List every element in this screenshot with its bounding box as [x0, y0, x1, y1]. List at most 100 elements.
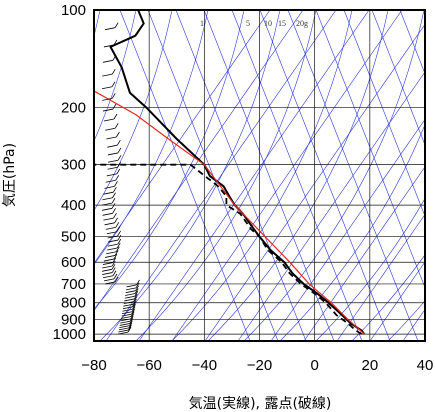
- wind-barb: [121, 313, 132, 317]
- isotherm-guide-line: [105, 10, 337, 341]
- mixing-ratio-guide-line: [203, 10, 335, 341]
- isotherm-guide-line: [369, 261, 425, 341]
- wind-barb: [117, 162, 121, 168]
- y-tick-label: 600: [61, 254, 86, 271]
- wind-barb: [123, 303, 134, 307]
- wind-barb: [122, 306, 134, 310]
- wind-barb: [123, 301, 134, 304]
- wind-barb: [102, 59, 113, 63]
- wind-barb: [107, 243, 118, 247]
- wind-barb: [128, 324, 132, 331]
- wind-barb: [111, 267, 116, 273]
- wind-barb: [115, 246, 120, 252]
- adiabat-guide-line: [94, 10, 173, 211]
- wind-barb: [133, 296, 138, 302]
- wind-barb: [107, 144, 118, 148]
- wind-barb: [120, 320, 131, 324]
- isotherm-guide-line: [204, 23, 425, 341]
- wind-barb: [111, 197, 116, 204]
- wind-barb: [115, 175, 120, 181]
- wind-barb: [112, 192, 116, 198]
- wind-barb: [114, 250, 119, 256]
- wind-barb: [116, 139, 121, 146]
- mixing-ratio-label: 20g: [296, 19, 308, 28]
- mixing-ratio-labels: 1 5 10 15 20g: [200, 19, 308, 28]
- wind-barb: [105, 226, 116, 230]
- wind-barb: [130, 311, 135, 317]
- y-tick-label: 1000: [53, 326, 86, 343]
- wind-barb: [112, 270, 117, 276]
- wind-barb: [107, 239, 119, 243]
- wind-barb: [107, 247, 118, 251]
- wind-barb: [102, 97, 113, 101]
- wind-barb: [119, 323, 130, 326]
- isotherm-guide-line: [94, 10, 304, 312]
- wind-barb: [114, 181, 118, 187]
- wind-barb: [116, 131, 120, 138]
- isotherm-guide-line: [270, 118, 425, 341]
- wind-barb: [122, 308, 133, 312]
- x-tick-label: −40: [192, 357, 217, 374]
- wind-barb: [125, 290, 136, 294]
- isotherm-guide-line: [138, 10, 370, 341]
- wind-barb: [128, 322, 133, 329]
- y-tick-label: 300: [61, 157, 86, 174]
- wind-barb: [126, 284, 137, 288]
- wind-barb: [112, 55, 117, 61]
- adiabat-guide-line: [94, 10, 137, 142]
- mixing-ratio-guide-line: [343, 10, 425, 218]
- wind-barb: [131, 306, 136, 312]
- plot-frame: [93, 9, 426, 342]
- wind-barb: [102, 212, 113, 216]
- mixing-ratio-guide-line: [259, 10, 391, 341]
- wind-barb: [131, 308, 135, 315]
- mixing-ratio-guide-line: [399, 10, 425, 75]
- grid-layer: [94, 10, 425, 341]
- wind-barb: [117, 238, 122, 245]
- wind-barb: [102, 262, 113, 265]
- adiabat-guide-line: [351, 254, 425, 341]
- wind-barb: [133, 298, 137, 305]
- wind-barb: [103, 191, 114, 195]
- isotherm-guide-line: [171, 10, 403, 341]
- wind-barb: [118, 327, 129, 331]
- x-tick-label: 20: [361, 357, 378, 374]
- wind-barb: [102, 197, 113, 201]
- wind-barb: [107, 152, 118, 156]
- wind-barb: [113, 273, 118, 280]
- wind-barb: [120, 318, 131, 322]
- wind-barb: [101, 202, 113, 206]
- wind-barb: [112, 208, 116, 214]
- wind-barb: [105, 179, 116, 183]
- wind-barb: [126, 287, 137, 291]
- y-tick-label: 400: [61, 197, 86, 214]
- wind-barb: [102, 73, 113, 77]
- wind-barb: [125, 293, 136, 296]
- wind-barb: [104, 222, 115, 226]
- wind-barb: [102, 108, 114, 112]
- wind-barb: [105, 281, 116, 285]
- wind-barb: [118, 329, 129, 333]
- wind-barb: [135, 285, 139, 291]
- wind-barb: [103, 278, 115, 282]
- wind-barb: [135, 282, 140, 289]
- wind-barb: [136, 279, 140, 286]
- wind-barb: [105, 127, 116, 131]
- wind-barb-layer: [101, 22, 140, 335]
- wind-barb: [117, 147, 122, 154]
- y-tick-label: 500: [61, 229, 86, 246]
- wind-barb: [107, 166, 118, 170]
- wind-barb: [106, 251, 117, 255]
- x-tick-label: −80: [81, 357, 106, 374]
- wind-barb: [101, 86, 113, 90]
- wind-barb: [116, 242, 121, 249]
- isotherm-guide-line: [94, 10, 271, 264]
- wind-barb: [102, 275, 114, 279]
- mixing-ratio-label: 1: [200, 19, 204, 28]
- wind-barb: [113, 186, 117, 193]
- y-tick-label: 200: [61, 100, 86, 117]
- x-axis-ticks: −80 −60 −40 −20 0 20 40: [81, 357, 433, 374]
- mixing-ratio-label: 10: [264, 19, 272, 28]
